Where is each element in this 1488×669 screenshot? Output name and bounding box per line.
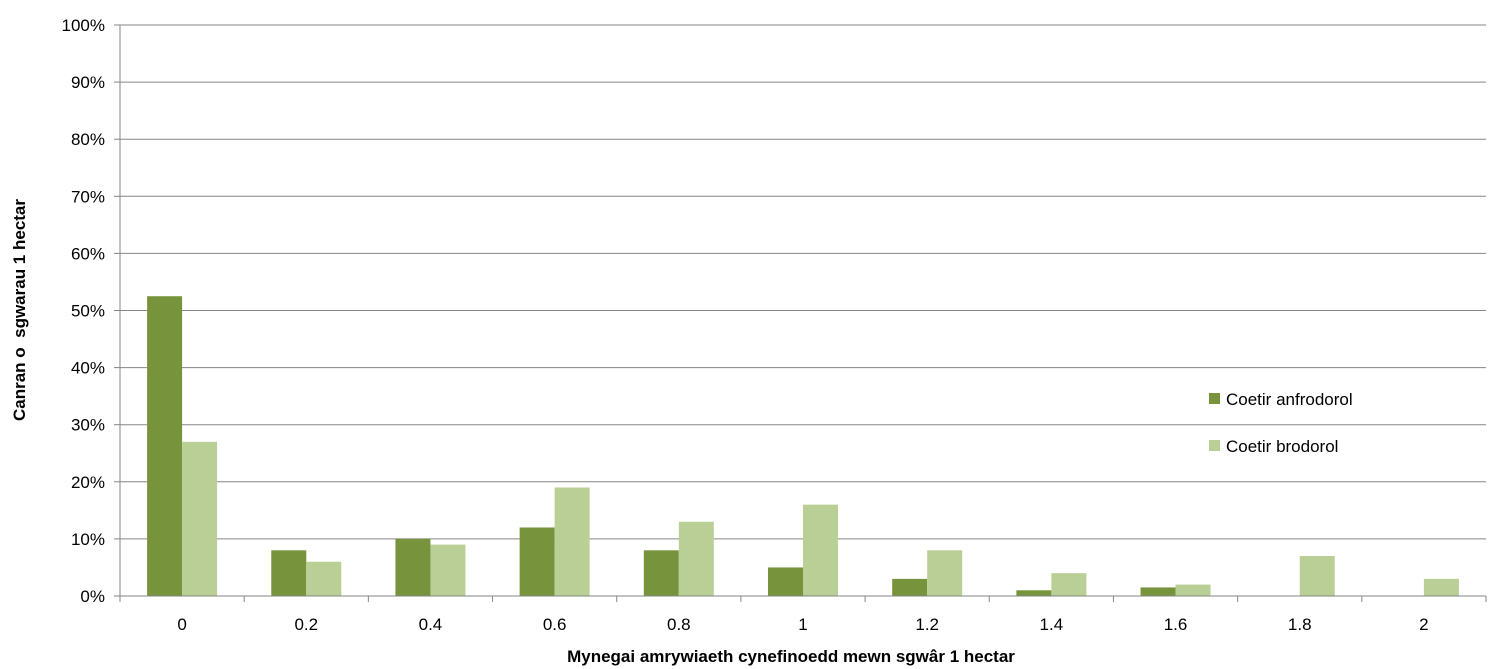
axes (114, 24, 1487, 602)
x-tick-label: 1.4 (1040, 615, 1064, 634)
legend-swatch-series-1 (1209, 440, 1220, 451)
bar-series-1-1.2 (927, 550, 963, 596)
bars-group (147, 296, 1459, 596)
bar-series-0-0.4 (395, 538, 431, 596)
bar-series-1-0 (182, 441, 218, 596)
legend: Coetir anfrodorol Coetir brodorol (1209, 390, 1353, 456)
bar-series-0-1.6 (1140, 587, 1176, 596)
bar-series-0-0.6 (519, 527, 555, 596)
x-tick-label: 1.8 (1288, 615, 1312, 634)
bar-series-0-0.8 (643, 550, 679, 596)
y-tick-label: 40% (71, 359, 105, 378)
bar-series-1-1.6 (1175, 584, 1211, 596)
y-tick-label: 10% (71, 530, 105, 549)
bar-series-0-0.2 (271, 550, 307, 596)
legend-item-series-0: Coetir anfrodorol (1209, 390, 1353, 409)
y-tick-label: 30% (71, 416, 105, 435)
x-axis-title: Mynegai amrywiaeth cynefinoedd mewn sgwâ… (567, 647, 1015, 666)
x-tick-label: 1.2 (915, 615, 939, 634)
bar-series-1-0.6 (554, 487, 590, 596)
y-tick-label: 20% (71, 473, 105, 492)
x-tick-label: 0.4 (419, 615, 443, 634)
bar-series-1-0.4 (430, 544, 466, 596)
bar-series-0-1.4 (1016, 590, 1052, 596)
bar-series-1-1.8 (1299, 556, 1335, 596)
x-tick-label: 0 (177, 615, 186, 634)
y-axis-title: Canran o sgwarau 1 hectar (10, 199, 29, 421)
legend-label-series-0: Coetir anfrodorol (1226, 390, 1353, 409)
y-tick-label: 50% (71, 302, 105, 321)
bar-series-1-0.2 (306, 561, 342, 596)
x-tick-label: 0.6 (543, 615, 567, 634)
y-tick-label: 100% (62, 16, 105, 35)
y-tick-label: 80% (71, 130, 105, 149)
bar-series-0-1 (768, 567, 803, 596)
legend-item-series-1: Coetir brodorol (1209, 437, 1338, 456)
y-tick-labels: 0% 10% 20% 30% 40% 50% 60% 70% 80% 90% 100% (62, 16, 105, 606)
x-tick-label: 1 (798, 615, 807, 634)
y-tick-label: 70% (71, 187, 105, 206)
bar-series-0-0 (147, 296, 183, 596)
x-tick-label: 0.2 (294, 615, 318, 634)
x-tick-labels: 0 0.2 0.4 0.6 0.8 1 1.2 1.4 1.6 1.8 2 (177, 615, 1428, 634)
x-tick-label: 2 (1419, 615, 1428, 634)
y-tick-label: 90% (71, 73, 105, 92)
bar-series-0-1.2 (892, 578, 928, 596)
bar-series-1-1.4 (1051, 573, 1087, 596)
x-tick-label: 1.6 (1164, 615, 1188, 634)
bar-series-1-0.8 (678, 521, 714, 596)
legend-swatch-series-0 (1209, 393, 1220, 404)
y-tick-label: 0% (80, 587, 105, 606)
gridlines (120, 24, 1486, 540)
legend-label-series-1: Coetir brodorol (1226, 437, 1338, 456)
x-tick-label: 0.8 (667, 615, 691, 634)
y-tick-label: 60% (71, 244, 105, 263)
bar-series-1-1 (803, 504, 838, 596)
bar-series-1-2 (1423, 578, 1459, 596)
